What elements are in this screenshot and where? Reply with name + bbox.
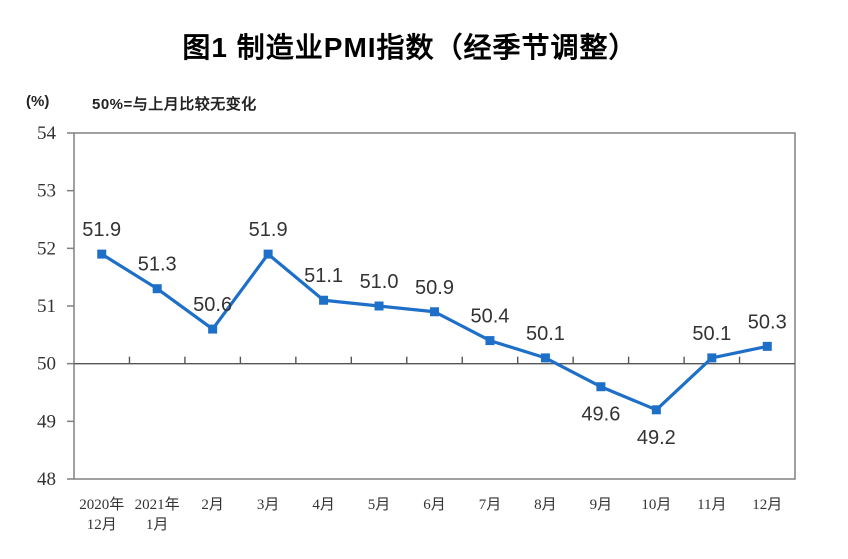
y-axis-tick-label: 51 [37, 296, 56, 317]
chart-subtitle: 50%=与上月比较无变化 [92, 96, 257, 113]
data-point-label: 50.1 [526, 323, 565, 345]
data-point-label: 51.1 [304, 265, 343, 287]
data-point-label: 51.3 [138, 254, 177, 276]
x-axis-tick-label: 10月 [641, 497, 671, 513]
data-point-label: 49.6 [581, 404, 620, 426]
x-axis-tick-label: 6月 [423, 497, 446, 513]
data-point-marker [430, 307, 439, 317]
x-axis-tick-label: 5月 [368, 497, 391, 513]
data-point-label: 50.6 [193, 294, 232, 316]
data-point-marker [152, 284, 162, 294]
data-point-label: 49.2 [637, 427, 676, 449]
x-axis-tick-label: 12月 [87, 517, 117, 533]
data-point-marker [485, 336, 495, 346]
data-point-label: 51.9 [82, 219, 121, 241]
data-point-label: 50.9 [415, 277, 454, 299]
data-point-label: 51.0 [360, 271, 399, 293]
x-axis-tick-label: 9月 [590, 497, 613, 513]
data-point-marker [263, 249, 273, 259]
x-axis-tick-label: 4月 [312, 497, 335, 513]
x-axis-tick-label: 7月 [479, 497, 502, 513]
data-point-label: 50.1 [692, 323, 731, 345]
data-point-label: 50.3 [748, 311, 787, 333]
x-axis-tick-label: 12月 [752, 497, 782, 513]
data-point-marker [651, 405, 661, 415]
x-axis-tick-label: 11月 [697, 497, 726, 513]
data-point-marker [208, 324, 218, 334]
x-axis-tick-label: 3月 [257, 497, 280, 513]
y-axis-tick-label: 49 [37, 411, 56, 432]
x-axis-tick-label: 2021年 [135, 496, 180, 513]
data-point-label: 51.9 [249, 219, 288, 241]
data-point-label: 50.4 [470, 306, 509, 328]
y-axis-tick-label: 50 [37, 354, 56, 375]
data-point-marker [319, 295, 329, 305]
y-axis-tick-label: 53 [37, 181, 56, 202]
chart-title: 图1 制造业PMI指数（经季节调整） [182, 32, 638, 63]
data-point-marker [762, 341, 772, 351]
y-axis-unit-label: (%) [26, 93, 50, 110]
x-axis-tick-label: 2020年 [79, 496, 124, 513]
y-axis-tick-label: 54 [37, 123, 57, 144]
data-point-marker [596, 382, 606, 392]
data-point-marker [707, 353, 717, 363]
x-axis-tick-label: 2月 [201, 497, 224, 513]
y-axis-tick-label: 48 [37, 469, 56, 490]
data-point-marker [374, 301, 384, 311]
data-point-marker [540, 353, 550, 363]
x-axis-tick-label: 1月 [146, 517, 169, 533]
data-point-marker [97, 249, 107, 259]
x-axis-tick-label: 8月 [534, 497, 557, 513]
y-axis-tick-label: 52 [37, 238, 56, 259]
